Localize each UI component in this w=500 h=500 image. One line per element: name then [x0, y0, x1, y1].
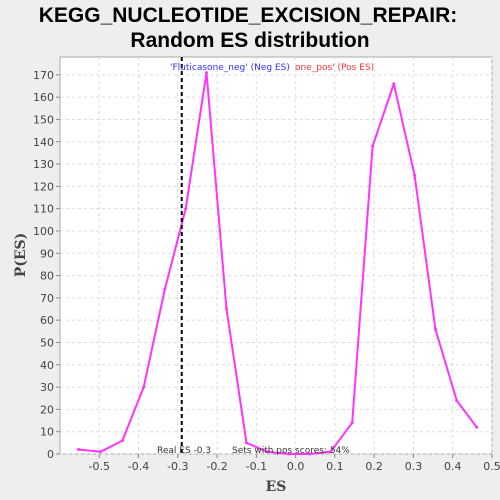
y-tick-label: 50 — [40, 336, 54, 349]
data-point — [434, 328, 437, 331]
pos-es-annotation: one_pos' (Pos ES) — [295, 63, 374, 73]
chart-title-line-1: KEGG_NUCLEOTIDE_EXCISION_REPAIR: — [39, 4, 458, 27]
y-tick-label: 40 — [40, 359, 54, 372]
real-es-annotation: Real ES -0.3 — [157, 446, 211, 456]
x-tick-label: 0.5 — [483, 460, 500, 473]
y-tick-label: 100 — [33, 225, 54, 238]
y-tick-label: 120 — [33, 180, 54, 193]
y-tick-label: 110 — [33, 203, 54, 216]
y-tick-label: 60 — [40, 314, 54, 327]
data-point — [121, 439, 124, 442]
data-point — [455, 399, 458, 402]
y-tick-label: 130 — [33, 158, 54, 171]
data-point — [245, 441, 248, 444]
x-axis-label: ES — [266, 479, 287, 495]
y-tick-label: 10 — [40, 426, 54, 439]
y-tick-label: 150 — [33, 113, 54, 126]
plot-area — [60, 57, 492, 454]
x-tick-label: -0.3 — [167, 460, 188, 473]
y-tick-label: 30 — [40, 381, 54, 394]
y-tick-label: 90 — [40, 247, 54, 260]
x-tick-label: -0.4 — [128, 460, 149, 473]
data-point — [413, 174, 416, 177]
x-tick-label: 0.4 — [444, 460, 462, 473]
data-point — [99, 450, 102, 453]
data-point — [184, 207, 187, 210]
pos-scores-annotation: Sets with pos scores: 54% — [232, 446, 350, 456]
data-point — [163, 287, 166, 290]
x-tick-label: -0.2 — [206, 460, 227, 473]
x-tick-label: -0.1 — [246, 460, 267, 473]
x-tick-label: 0.2 — [365, 460, 383, 473]
y-axis-label: P(ES) — [13, 233, 29, 278]
y-tick-label: 170 — [33, 69, 54, 82]
data-point — [77, 448, 80, 451]
y-tick-label: 0 — [47, 448, 54, 461]
y-tick-label: 140 — [33, 136, 54, 149]
data-point — [351, 421, 354, 424]
data-point — [225, 308, 228, 311]
x-tick-label: 0.3 — [405, 460, 423, 473]
y-tick-label: 160 — [33, 91, 54, 104]
y-tick-label: 20 — [40, 403, 54, 416]
y-tick-label: 70 — [40, 292, 54, 305]
y-tick-label: 80 — [40, 270, 54, 283]
data-point — [142, 386, 145, 389]
data-point — [475, 426, 478, 429]
neg-es-annotation: 'Fluticasone_neg' (Neg ES) — [170, 63, 290, 73]
data-point — [371, 145, 374, 148]
x-tick-label: 0.1 — [326, 460, 344, 473]
x-tick-label: -0.5 — [89, 460, 110, 473]
x-tick-label: 0.0 — [287, 460, 305, 473]
data-point — [392, 82, 395, 85]
chart-title-line-2: Random ES distribution — [130, 29, 369, 52]
